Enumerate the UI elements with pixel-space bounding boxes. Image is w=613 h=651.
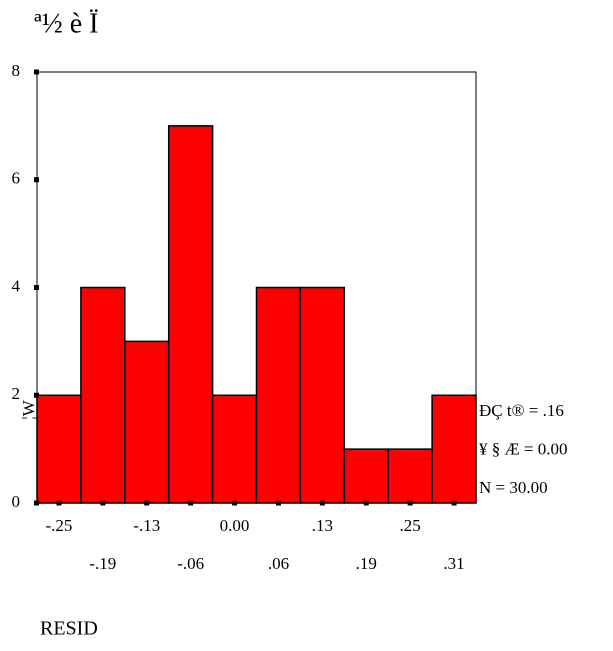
- y-tick-label: 6: [12, 169, 21, 188]
- x-tick-label: -.25: [45, 516, 72, 535]
- y-tick-label: 0: [12, 492, 21, 511]
- bar: [124, 340, 170, 504]
- bar: [299, 286, 346, 504]
- x-tick-mark: [100, 500, 106, 506]
- stat-annotation: Ð­Ç t® = .16: [479, 401, 564, 420]
- x-tick-label: -.06: [177, 554, 204, 573]
- x-tick-label: 0.00: [220, 516, 250, 535]
- x-tick-mark: [56, 500, 62, 506]
- y-tick-label: 2: [12, 384, 21, 403]
- x-tick-label: .13: [312, 516, 333, 535]
- y-tick-mark: [34, 392, 39, 398]
- x-tick-label: -.13: [133, 516, 160, 535]
- x-tick-mark: [144, 500, 150, 506]
- bar: [387, 448, 433, 504]
- bar: [211, 394, 258, 504]
- y-tick-label: 4: [12, 276, 21, 295]
- y-tick-mark: [34, 500, 39, 506]
- stat-annotation: N = 30.00: [479, 478, 548, 497]
- x-tick-mark: [451, 500, 457, 506]
- x-tick-label: .31: [443, 554, 464, 573]
- chart-title: ª½ è Ï: [34, 8, 98, 39]
- x-tick-label: .25: [400, 516, 421, 535]
- x-tick-label: -.19: [89, 554, 116, 573]
- bar: [167, 125, 214, 504]
- bar: [36, 394, 82, 504]
- x-tick-label: .06: [268, 554, 289, 573]
- x-tick-mark: [275, 500, 281, 506]
- bar: [343, 448, 389, 504]
- y-axis-label: ¦W: [19, 399, 38, 419]
- y-tick-mark: [34, 177, 39, 183]
- y-tick-label: 8: [12, 61, 21, 80]
- bar: [431, 394, 477, 504]
- x-tick-mark: [188, 500, 194, 506]
- y-tick-mark: [34, 285, 39, 290]
- x-tick-mark: [319, 500, 325, 506]
- bar: [80, 286, 126, 504]
- stat-annotation: ¥ § Æ = 0.00: [479, 439, 567, 458]
- x-tick-mark: [407, 500, 413, 506]
- x-tick-mark: [363, 500, 369, 506]
- bar: [255, 286, 302, 504]
- x-tick-label: .19: [356, 554, 377, 573]
- y-tick-mark: [34, 69, 39, 75]
- x-axis-label: RESID: [40, 618, 98, 640]
- x-tick-mark: [232, 500, 238, 506]
